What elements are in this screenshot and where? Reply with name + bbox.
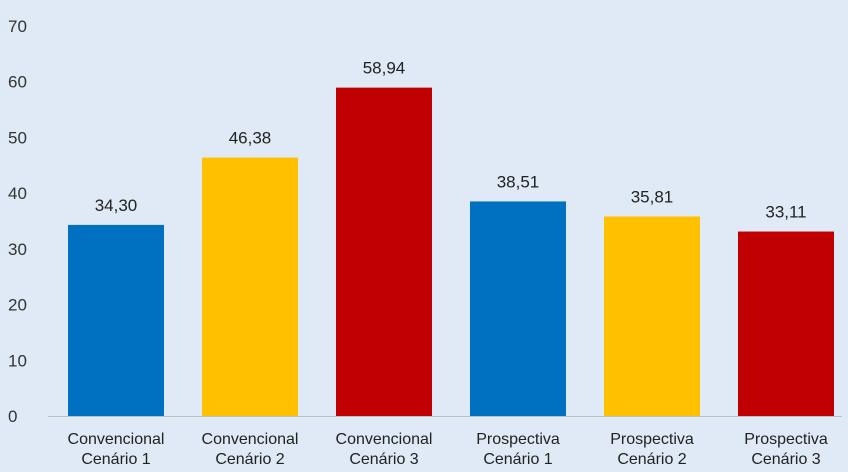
data-labels: 34,30 46,38 58,94 38,51 35,81 33,11	[95, 59, 807, 222]
x-category-label: Prospectiva Cenário 2	[610, 431, 694, 468]
y-tick-label: 30	[8, 240, 27, 259]
data-label: 33,11	[765, 203, 806, 222]
y-tick-label: 50	[8, 128, 27, 147]
bar	[336, 87, 432, 417]
y-tick-label: 10	[8, 351, 27, 370]
y-tick-label: 0	[8, 407, 17, 426]
y-tick-label: 60	[8, 73, 27, 92]
bar	[604, 216, 700, 416]
y-tick-label: 40	[8, 184, 27, 203]
bar	[68, 224, 164, 416]
x-category-label: Prospectiva Cenário 3	[744, 431, 828, 468]
bars	[68, 87, 834, 417]
x-category-label: Convencional Cenário 1	[68, 431, 165, 468]
y-tick-label: 70	[8, 17, 27, 36]
y-axis: 0 10 20 30 40 50 60 70	[8, 17, 27, 426]
x-category-label: Convencional Cenário 3	[336, 431, 433, 468]
x-axis: Convencional Cenário 1 Convencional Cenário…	[48, 416, 842, 468]
data-label: 46,38	[229, 129, 272, 148]
bar	[202, 157, 298, 416]
bar	[470, 201, 566, 416]
data-label: 34,30	[95, 196, 138, 215]
y-tick-label: 20	[8, 296, 27, 315]
data-label: 35,81	[631, 187, 674, 206]
bar	[738, 231, 834, 416]
x-category-label: Convencional Cenário 2	[202, 431, 299, 468]
data-label: 58,94	[363, 59, 406, 78]
x-category-label: Prospectiva Cenário 1	[476, 431, 560, 468]
data-label: 38,51	[497, 172, 540, 191]
